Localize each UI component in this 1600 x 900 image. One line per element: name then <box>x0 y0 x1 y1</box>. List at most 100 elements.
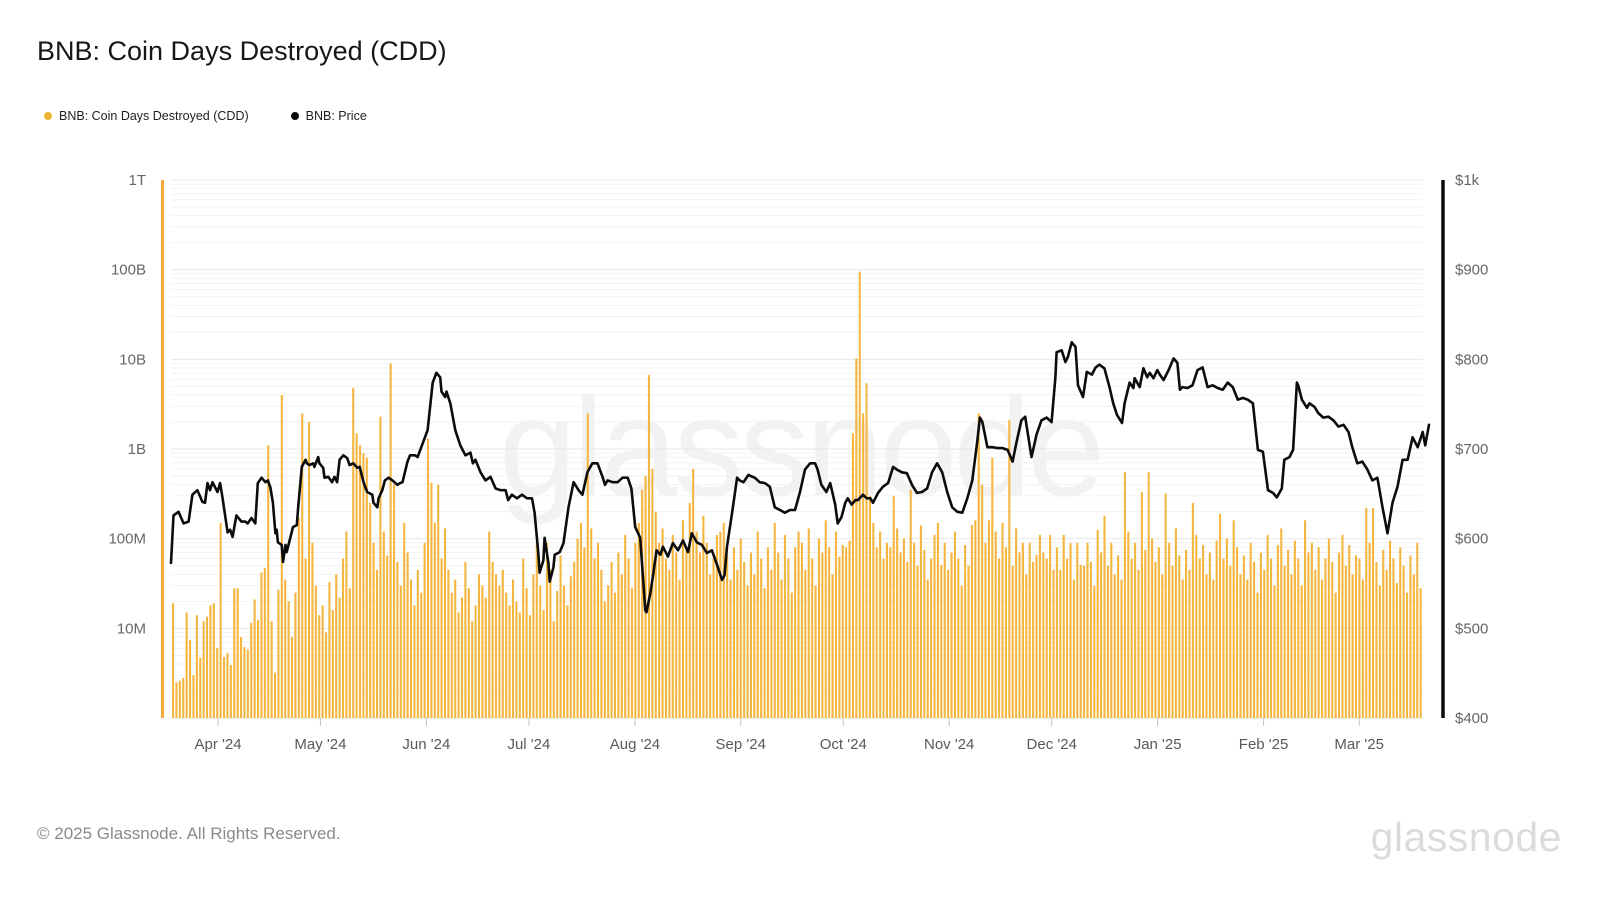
x-axis-tick-label: Apr '24 <box>195 736 242 753</box>
cdd-bar <box>1113 574 1116 718</box>
cdd-bar <box>454 579 457 718</box>
cdd-bar <box>209 605 212 718</box>
cdd-bar <box>464 561 467 718</box>
cdd-bar <box>732 547 736 718</box>
cdd-bar <box>586 413 589 718</box>
cdd-bar <box>552 621 555 718</box>
cdd-bar <box>661 528 664 718</box>
cdd-bar <box>1021 542 1024 718</box>
cdd-bar <box>695 531 698 718</box>
cdd-bar <box>960 585 963 718</box>
x-axis-tick-label: Aug '24 <box>610 736 660 753</box>
cdd-bar <box>1280 528 1283 718</box>
left-axis-tick-label: 10M <box>117 620 146 637</box>
cdd-bar <box>372 542 375 718</box>
cdd-bar <box>365 457 368 718</box>
cdd-bar <box>637 522 640 718</box>
price-series-dot-icon <box>290 112 299 120</box>
cdd-bar <box>943 542 946 718</box>
cdd-bar <box>1287 549 1290 718</box>
cdd-bar <box>1028 542 1031 718</box>
cdd-bar <box>1161 574 1164 718</box>
cdd-bar <box>777 552 780 718</box>
cdd-bar <box>216 648 219 718</box>
cdd-bar <box>1195 534 1198 718</box>
cdd-bar <box>845 547 848 718</box>
x-axis-tick-label: Oct '24 <box>820 736 867 753</box>
cdd-bar <box>1198 558 1201 718</box>
legend-item-price[interactable]: BNB: Price <box>290 109 367 123</box>
cdd-bar <box>505 592 508 718</box>
cdd-bar <box>1191 502 1194 718</box>
cdd-bar <box>702 515 705 718</box>
cdd-bar <box>1412 574 1415 718</box>
cdd-bar <box>919 525 922 718</box>
cdd-bar <box>229 665 232 718</box>
cdd-bar <box>1103 515 1106 718</box>
cdd-bar <box>739 538 742 718</box>
cdd-bar <box>348 588 351 718</box>
cdd-bar <box>375 569 379 718</box>
cdd-bar <box>848 540 851 718</box>
cdd-bar <box>831 574 834 718</box>
cdd-bar <box>1093 585 1096 718</box>
x-axis-tick-label: Jan '25 <box>1134 736 1182 753</box>
cdd-bar <box>362 453 365 718</box>
cdd-bar <box>1351 574 1354 718</box>
cdd-bar <box>991 457 994 718</box>
cdd-bar <box>698 552 702 718</box>
cdd-bar <box>909 489 912 718</box>
cdd-bar <box>440 558 443 718</box>
cdd-bar <box>828 547 831 718</box>
cdd-bar <box>647 374 651 718</box>
cdd-bar <box>1402 565 1405 718</box>
cdd-bar <box>494 574 498 718</box>
cdd-bar <box>576 538 579 718</box>
cdd-bar <box>409 579 413 718</box>
cdd-bar <box>892 495 895 718</box>
cdd-bar <box>841 544 844 718</box>
cdd-bar <box>335 574 338 718</box>
cdd-bar <box>1208 552 1211 718</box>
cdd-bar <box>379 416 382 718</box>
cdd-bar <box>1365 507 1368 718</box>
cdd-bar <box>1395 583 1398 718</box>
x-axis-tick-label: Sep '24 <box>716 736 766 753</box>
cdd-bar <box>756 531 759 718</box>
cdd-bar <box>998 558 1001 718</box>
cdd-bar <box>1018 552 1021 718</box>
cdd-bar <box>542 610 545 718</box>
cdd-price-chart: 1T 100B 10B 1B 100M 10M $1k $900 $800 $700 $600 $50… <box>108 172 1488 753</box>
cdd-bar <box>460 597 464 718</box>
cdd-bar <box>185 612 188 718</box>
cdd-bar <box>1372 507 1375 718</box>
cdd-bar <box>318 615 321 718</box>
cdd-bar <box>450 592 453 718</box>
legend-item-cdd[interactable]: BNB: Coin Days Destroyed (CDD) <box>44 109 249 123</box>
x-axis-tick-label: Nov '24 <box>924 736 974 753</box>
cdd-bar <box>736 569 739 718</box>
cdd-bar <box>977 413 980 718</box>
cdd-bar <box>1001 522 1004 718</box>
cdd-bar <box>926 579 929 718</box>
cdd-bar <box>1385 569 1388 718</box>
cdd-bar <box>688 502 691 718</box>
right-axis-tick-label: $1k <box>1455 172 1480 189</box>
cdd-bar <box>471 621 474 718</box>
cdd-bar <box>562 585 566 718</box>
cdd-bar <box>549 569 552 718</box>
cdd-bar <box>219 522 222 718</box>
left-axis-tick-label: 10B <box>119 351 146 368</box>
cdd-bar <box>1406 592 1409 718</box>
cdd-bar <box>573 561 576 718</box>
cdd-bar <box>1140 492 1143 718</box>
cdd-bar <box>872 522 875 718</box>
cdd-bar <box>321 605 324 718</box>
cdd-bar <box>719 531 722 718</box>
cdd-bar <box>518 612 521 718</box>
cdd-bar <box>1062 534 1065 718</box>
cdd-bar <box>705 542 708 718</box>
cdd-bar <box>420 592 423 718</box>
cdd-bar <box>583 547 586 718</box>
